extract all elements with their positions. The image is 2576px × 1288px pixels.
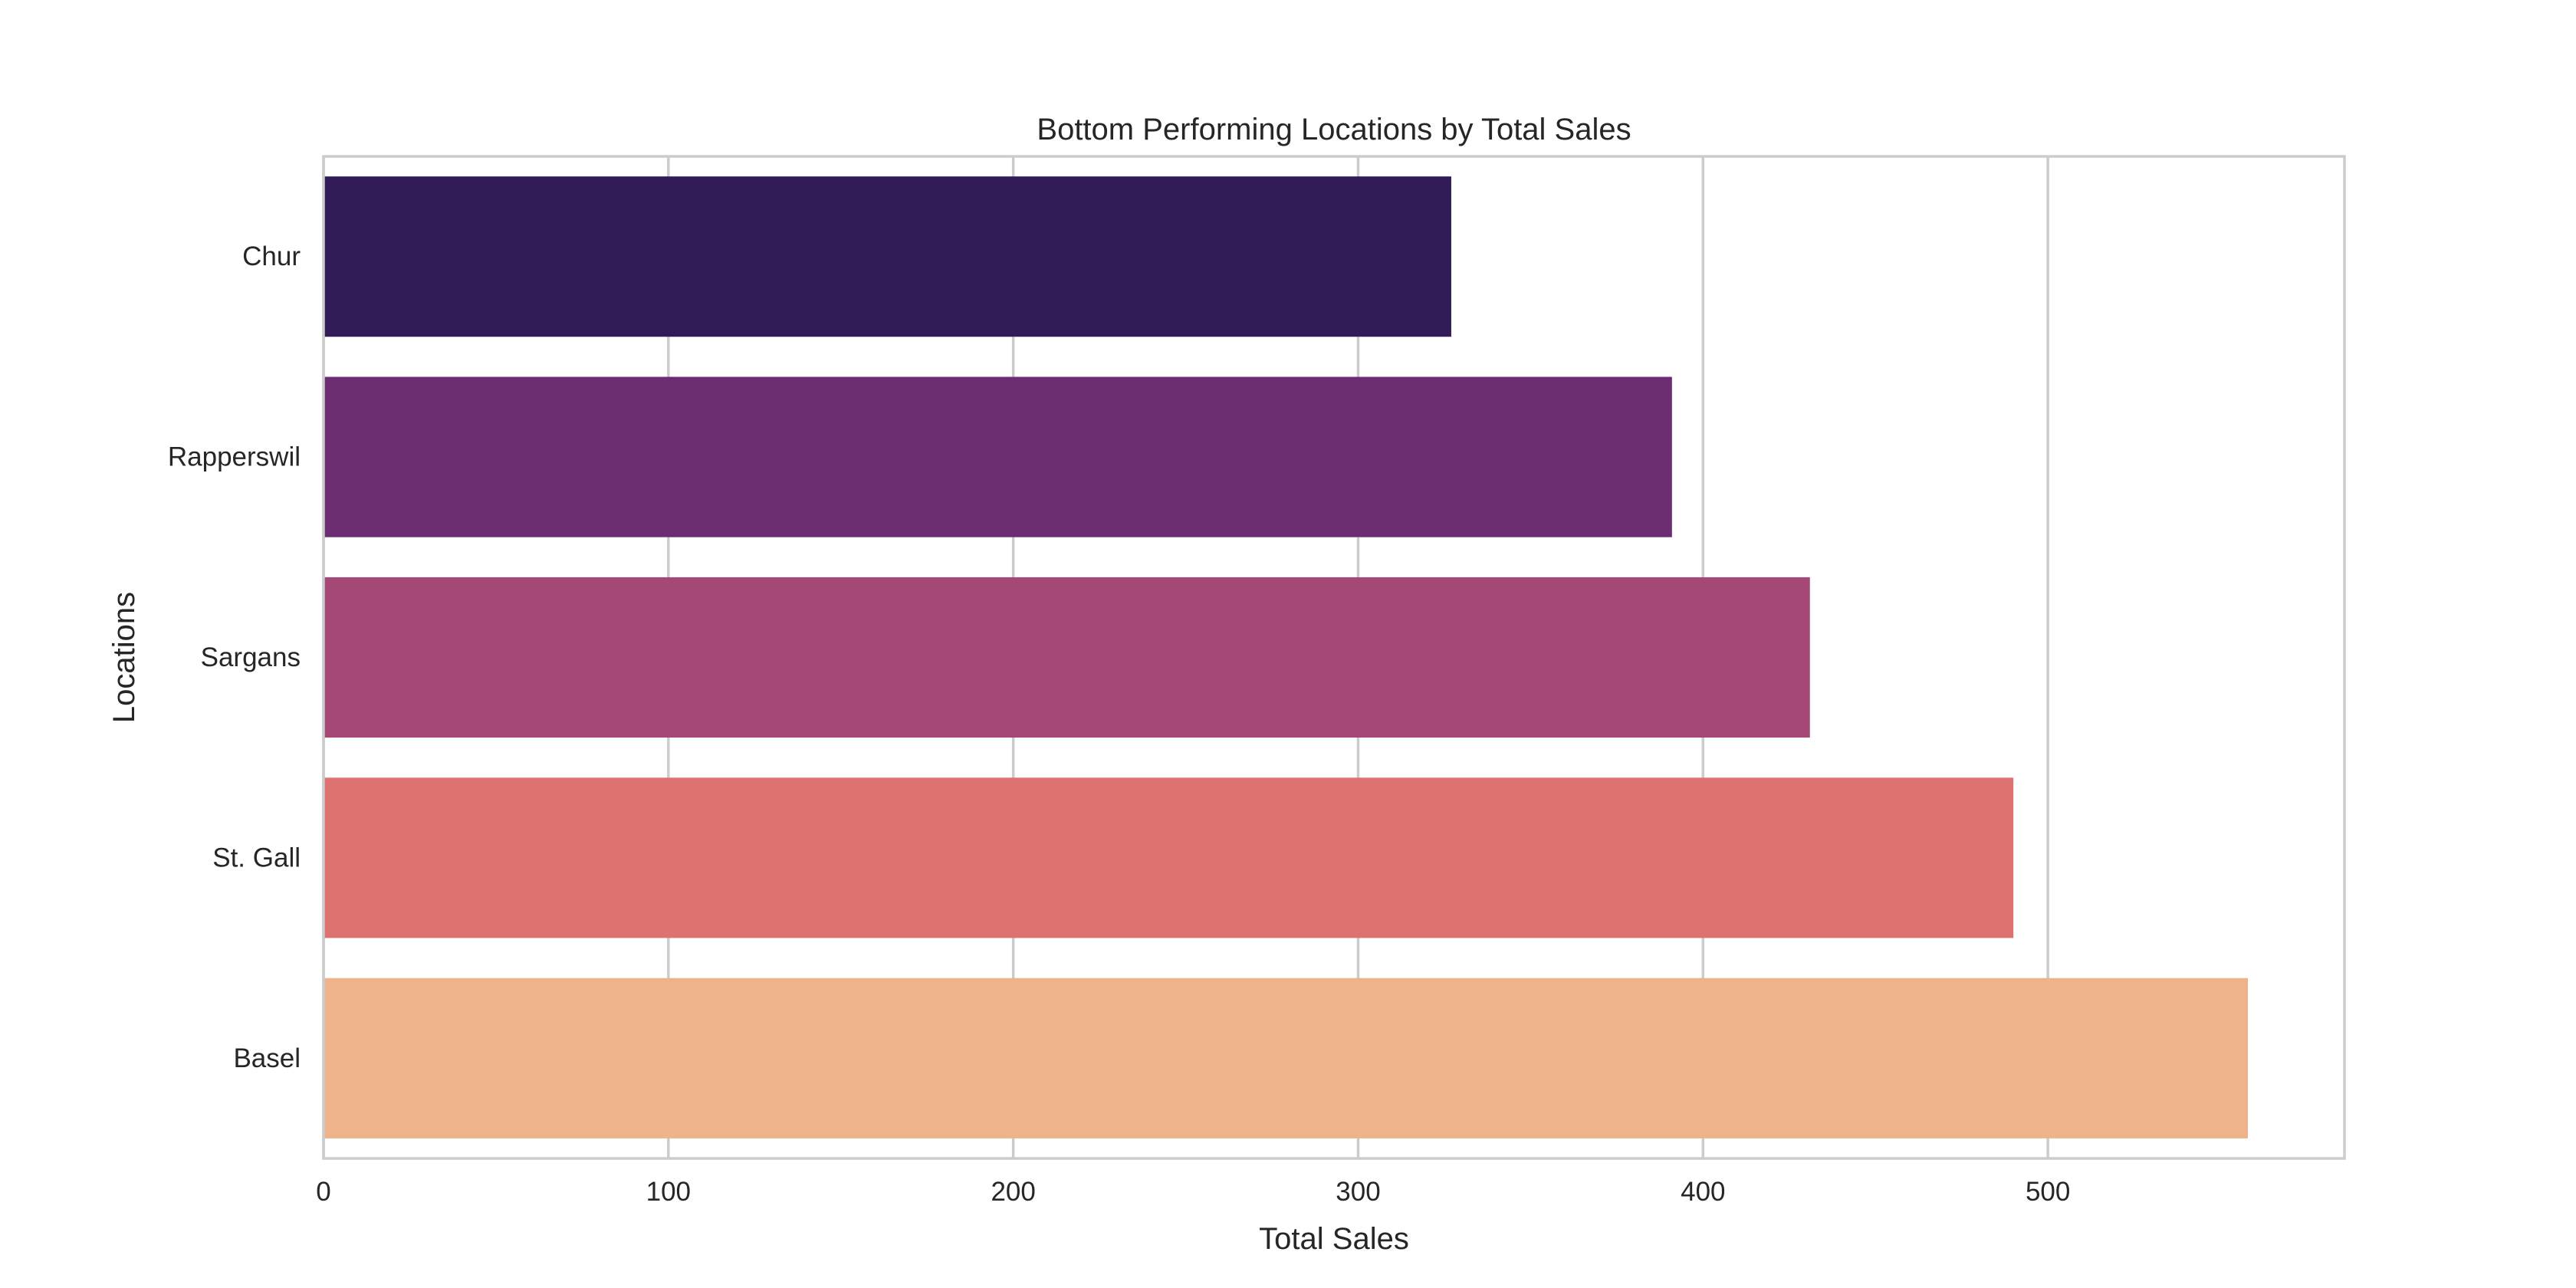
y-axis-ticks: Chur Rapperswil Sargans St. Gall Basel bbox=[168, 242, 301, 1073]
x-axis-ticks: 0 100 200 300 400 500 bbox=[316, 1177, 2070, 1207]
bars bbox=[324, 176, 2249, 1138]
x-tick-label: 0 bbox=[316, 1177, 330, 1207]
plot-frame bbox=[322, 155, 2346, 1160]
bar-sargans bbox=[324, 577, 1810, 738]
y-axis-label: Locations bbox=[107, 592, 141, 723]
x-tick-label: 300 bbox=[1336, 1177, 1380, 1207]
x-tick-label: 500 bbox=[2026, 1177, 2070, 1207]
x-tick-label: 400 bbox=[1681, 1177, 1725, 1207]
bar-st-gall bbox=[324, 777, 2014, 938]
bar-chur bbox=[324, 176, 1451, 337]
y-tick-label: St. Gall bbox=[212, 843, 301, 872]
x-tick-label: 200 bbox=[991, 1177, 1035, 1207]
bar-basel bbox=[324, 978, 2249, 1138]
y-tick-label: Basel bbox=[233, 1043, 301, 1073]
bar-rapperswil bbox=[324, 376, 1672, 537]
y-tick-label: Rapperswil bbox=[168, 442, 301, 472]
chart-title: Bottom Performing Locations by Total Sal… bbox=[1037, 113, 1631, 146]
y-tick-label: Chur bbox=[242, 242, 301, 271]
x-tick-label: 100 bbox=[646, 1177, 691, 1207]
x-axis-label: Total Sales bbox=[1259, 1222, 1409, 1256]
y-tick-label: Sargans bbox=[201, 642, 301, 672]
